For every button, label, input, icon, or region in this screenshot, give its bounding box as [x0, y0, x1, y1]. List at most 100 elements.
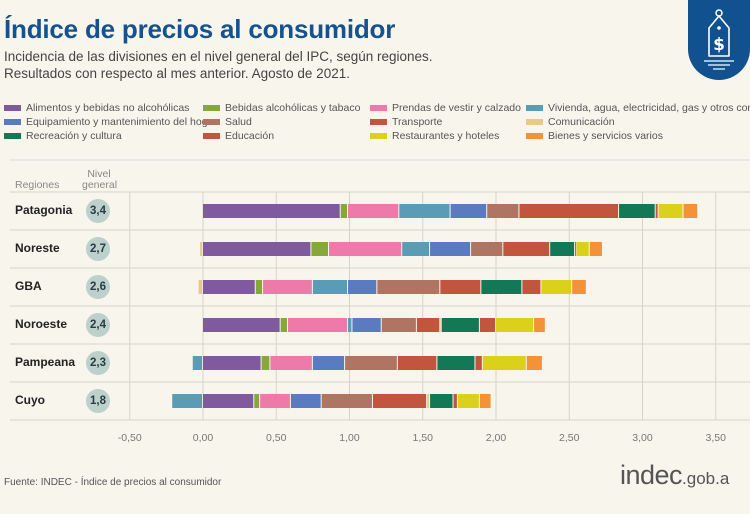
bar-segment	[427, 394, 430, 408]
header-regions: Regiones	[15, 179, 60, 191]
bar-segment	[203, 356, 261, 370]
subtitle-line-2: Resultados con respecto al mes anterior.…	[4, 66, 350, 81]
bar-segment	[440, 280, 481, 294]
legend-item: Bebidas alcohólicas y tabaco	[203, 102, 360, 114]
legend-label: Equipamiento y mantenimiento del hogar	[26, 116, 217, 128]
bar-segment	[381, 318, 416, 332]
level-badge: 1,8	[86, 389, 110, 413]
bar-segment	[311, 242, 328, 256]
bar-segment	[340, 204, 348, 218]
legend-item: Comunicación	[526, 116, 615, 128]
legend-swatch	[370, 105, 387, 111]
bar-segment	[503, 242, 550, 256]
region-label: GBA	[15, 279, 42, 293]
bar-segment	[450, 204, 487, 218]
legend-item: Recreación y cultura	[4, 130, 122, 142]
legend-item: Equipamiento y mantenimiento del hogar	[4, 116, 217, 128]
bar-segment	[496, 318, 534, 332]
bar-segment	[172, 394, 202, 408]
bar-segment	[345, 356, 397, 370]
bar-segment	[348, 280, 377, 294]
bar-segment	[312, 280, 348, 294]
legend-swatch	[203, 119, 220, 125]
legend-swatch	[203, 133, 220, 139]
bar-segment	[348, 318, 352, 332]
bar-segment	[550, 242, 575, 256]
region-label: Patagonia	[15, 203, 73, 217]
bar-segment	[203, 394, 254, 408]
bar-segment	[321, 394, 372, 408]
bar-segment	[541, 280, 572, 294]
region-label: Noreste	[15, 241, 60, 255]
region-label: Pampeana	[15, 355, 76, 369]
legend-label: Vivienda, agua, electricidad, gas y otro…	[548, 102, 750, 114]
subtitle-line-1: Incidencia de las divisiones en el nivel…	[4, 49, 433, 64]
bar-segment	[402, 242, 430, 256]
bar-segment	[526, 356, 542, 370]
x-tick-label: -0,50	[117, 432, 142, 444]
bar-segment	[290, 394, 321, 408]
bar-segment	[441, 318, 479, 332]
bar-segment	[430, 394, 453, 408]
bar-segment	[287, 318, 348, 332]
bar-segment	[683, 204, 698, 218]
bar-segment	[430, 242, 471, 256]
legend-swatch	[370, 119, 387, 125]
logo-main: indec	[620, 460, 683, 490]
bar-segment	[270, 356, 312, 370]
bar-segment	[328, 242, 402, 256]
source-note: Fuente: INDEC - Índice de precios al con…	[4, 477, 222, 488]
legend-label: Salud	[225, 116, 252, 128]
level-badge: 3,4	[86, 199, 110, 223]
x-tick-label: 0,50	[266, 432, 287, 444]
x-tick-label: 3,00	[632, 432, 653, 444]
x-tick-label: 2,50	[559, 432, 580, 444]
bar-segment	[261, 356, 270, 370]
ipc-badge: $	[688, 0, 750, 80]
bar-segment	[479, 318, 495, 332]
legend-item: Transporte	[370, 116, 442, 128]
indec-logo[interactable]: indec.gob.a	[620, 460, 729, 491]
bar-segment	[481, 280, 522, 294]
bar-segment	[377, 280, 440, 294]
bar-segment	[479, 394, 491, 408]
level-badge: 2,4	[86, 313, 110, 337]
region-label: Cuyo	[15, 393, 45, 407]
bar-segment	[200, 242, 202, 256]
bar-segment	[437, 356, 475, 370]
logo-suffix: .gob.a	[682, 469, 730, 488]
svg-text:$: $	[713, 35, 725, 55]
subtitle: Incidencia de las divisiones en el nivel…	[4, 48, 433, 82]
legend-item: Educación	[203, 130, 274, 142]
bar-segment	[482, 356, 526, 370]
legend-item: Vivienda, agua, electricidad, gas y otro…	[526, 102, 750, 114]
bar-segment	[397, 356, 437, 370]
x-tick-label: 3,50	[705, 432, 726, 444]
bar-segment	[658, 204, 683, 218]
bar-segment	[260, 394, 290, 408]
legend-label: Alimentos y bebidas no alcohólicas	[26, 102, 190, 114]
bar-segment	[519, 204, 619, 218]
legend-swatch	[4, 133, 21, 139]
level-badge: 2,6	[86, 275, 110, 299]
bar-segment	[192, 356, 202, 370]
bar-segment	[312, 356, 345, 370]
bar-segment	[522, 280, 541, 294]
bar-segment	[487, 204, 519, 218]
legend-label: Restaurantes y hoteles	[392, 130, 500, 142]
page-title: Índice de precios al consumidor	[4, 14, 396, 44]
bar-segment	[198, 280, 202, 294]
x-tick-label: 1,00	[339, 432, 360, 444]
bar-segment	[203, 204, 340, 218]
bar-segment	[575, 242, 577, 256]
x-tick-label: 2,00	[485, 432, 507, 444]
legend-label: Comunicación	[548, 116, 615, 128]
level-badge: 2,3	[86, 351, 110, 375]
legend-label: Prendas de vestir y calzado	[392, 102, 521, 114]
bar-segment	[203, 318, 280, 332]
bar-segment	[254, 394, 260, 408]
legend-label: Recreación y cultura	[26, 130, 122, 142]
legend-label: Bebidas alcohólicas y tabaco	[225, 102, 361, 114]
legend-label: Transporte	[392, 116, 443, 128]
